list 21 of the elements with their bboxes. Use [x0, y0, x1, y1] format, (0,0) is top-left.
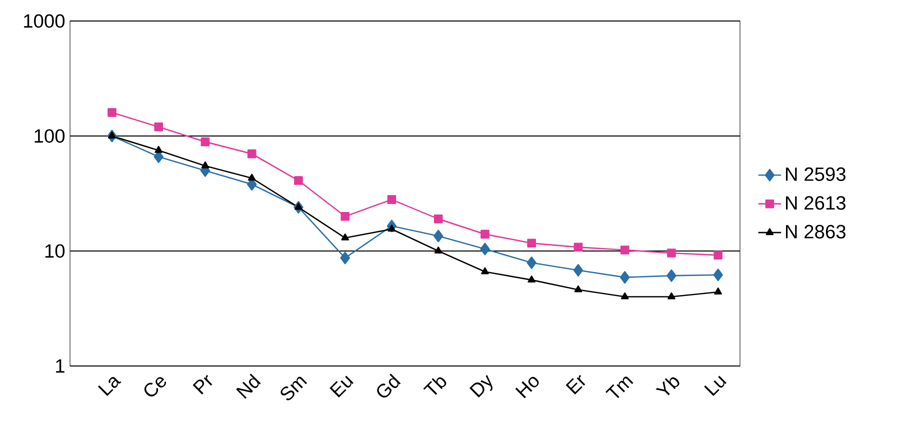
x-tick-label: Sm — [280, 376, 308, 400]
x-tick-label: Ho — [515, 376, 539, 398]
legend-label: N 2613 — [786, 196, 846, 210]
x-tick-label: Gd — [377, 374, 401, 398]
y-tick-label: 10 — [45, 244, 65, 258]
x-tick-label: Er — [566, 374, 586, 394]
y-tick-label: 1000 — [24, 14, 65, 28]
x-tick-label: Dy — [469, 374, 492, 398]
legend-label: N 2863 — [786, 224, 846, 238]
x-tick-label: Lu — [704, 376, 727, 396]
y-tick-label: 100 — [34, 129, 65, 143]
x-tick-label: Tb — [423, 377, 446, 395]
x-tick-label: Nd — [236, 374, 261, 399]
x-tick-label: Tm — [606, 376, 634, 398]
x-tick-label: La — [98, 377, 122, 396]
legend-label: N 2593 — [786, 167, 846, 181]
y-tick-label: 1 — [56, 359, 64, 373]
x-tick-label: Ce — [144, 377, 166, 396]
x-tick-label: Eu — [330, 376, 354, 398]
x-tick-label: Pr — [192, 374, 212, 394]
x-tick-label: Yb — [656, 377, 680, 396]
